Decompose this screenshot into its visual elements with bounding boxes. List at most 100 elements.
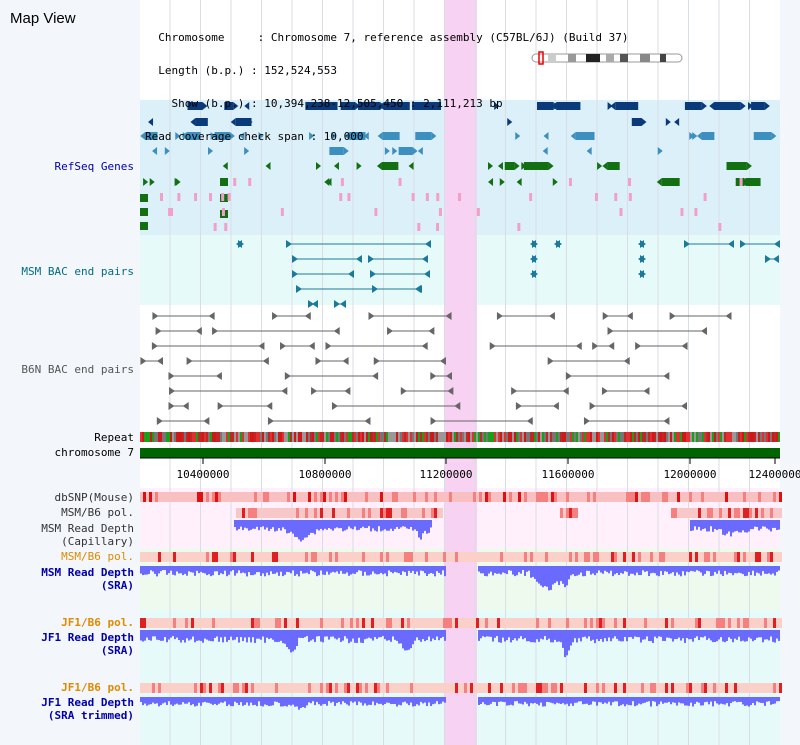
dbsnp-strip bbox=[479, 492, 482, 502]
capillary-depth-bar bbox=[316, 520, 318, 530]
msm-b6-pol-strip-2 bbox=[326, 552, 329, 562]
track-label-msm-bac[interactable]: MSM BAC end pairs bbox=[21, 265, 134, 278]
jf1-sra-depth-bar bbox=[516, 630, 518, 641]
repeat-segment bbox=[430, 432, 432, 442]
track-label-msm-b6-pol-2[interactable]: MSM/B6 pol. bbox=[61, 550, 134, 563]
track-label-jf1-b6-pol-1[interactable]: JF1/B6 pol. bbox=[61, 616, 134, 629]
dbsnp-strip bbox=[278, 492, 281, 502]
jf1-sra-depth-bar bbox=[736, 630, 738, 640]
jf1-trim-depth-bar bbox=[220, 697, 222, 703]
msm-b6-pol-strip-2 bbox=[707, 552, 710, 562]
jf1-b6-pol-strip bbox=[488, 618, 491, 628]
msm-b6-pol-strip-2 bbox=[617, 552, 620, 562]
msm-sra-depth-bar bbox=[764, 566, 766, 574]
jf1-sra-depth-bar bbox=[640, 630, 642, 643]
jf1-trim-depth-bar bbox=[568, 697, 570, 707]
msm-sra-depth-bar bbox=[422, 566, 424, 572]
jf1-trim-depth-bar bbox=[718, 697, 720, 705]
b6n-bac-pair-end bbox=[140, 357, 147, 365]
capillary-depth-bar bbox=[722, 520, 724, 535]
jf1-b6-pol-strip-2 bbox=[548, 683, 551, 693]
msm-sra-depth-bar bbox=[716, 566, 718, 574]
jf1-sra-depth-bar bbox=[370, 630, 372, 639]
jf1-trim-depth-bar bbox=[750, 697, 752, 705]
chromosome-bar bbox=[140, 448, 780, 458]
jf1-b6-pol-strip bbox=[719, 618, 722, 628]
jf1-b6-pol-strip-2 bbox=[746, 683, 749, 693]
msm-bac-pair-end bbox=[368, 255, 374, 263]
jf1-trim-depth-bar bbox=[734, 697, 736, 702]
jf1-sra-depth-bar bbox=[312, 630, 314, 640]
track-label-b6n-bac[interactable]: B6N BAC end pairs bbox=[21, 363, 134, 376]
repeat-segment bbox=[206, 432, 208, 442]
jf1-b6-pol-strip bbox=[404, 618, 407, 628]
jf1-trim-depth-bar bbox=[778, 697, 780, 702]
jf1-sra-depth-bar bbox=[208, 630, 210, 641]
jf1-sra-depth-bar bbox=[318, 630, 320, 637]
jf1-b6-pol-strip-2 bbox=[278, 683, 281, 693]
repeat-segment bbox=[366, 432, 368, 442]
repeat-segment bbox=[392, 432, 394, 442]
jf1-b6-pol-strip bbox=[665, 618, 668, 628]
jf1-sra-depth-bar bbox=[690, 630, 692, 640]
track-label-jf1-b6-pol-2[interactable]: JF1/B6 pol. bbox=[61, 681, 134, 694]
jf1-b6-pol-strip-2 bbox=[152, 683, 155, 693]
jf1-b6-pol-strip-2 bbox=[326, 683, 329, 693]
repeat-segment bbox=[522, 432, 524, 442]
dbsnp-strip bbox=[644, 492, 647, 502]
repeat-segment bbox=[624, 432, 626, 442]
jf1-b6-pol-strip-2 bbox=[569, 683, 572, 693]
msm-b6-pol-strip bbox=[251, 508, 254, 518]
jf1-trim-depth-bar bbox=[586, 697, 588, 704]
jf1-b6-pol-strip-2 bbox=[572, 683, 575, 693]
jf1-trim-depth-bar bbox=[518, 697, 520, 704]
jf1-b6-pol-strip bbox=[383, 618, 386, 628]
dbsnp-strip bbox=[581, 492, 584, 502]
jf1-sra-depth-bar bbox=[616, 630, 618, 639]
jf1-b6-pol-strip bbox=[539, 618, 542, 628]
msm-b6-pol-strip bbox=[737, 508, 740, 518]
jf1-b6-pol-strip-2 bbox=[329, 683, 332, 693]
jf1-trim-depth-bar bbox=[218, 697, 220, 704]
msm-sra-depth-bar bbox=[478, 566, 480, 572]
jf1-sra-depth-bar bbox=[588, 630, 590, 637]
msm-b6-pol-strip-2 bbox=[494, 552, 497, 562]
jf1-sra-depth-bar bbox=[730, 630, 732, 639]
jf1-b6-pol-strip bbox=[257, 618, 260, 628]
jf1-trim-depth-bar bbox=[144, 697, 146, 704]
jf1-trim-depth-bar bbox=[240, 697, 242, 703]
jf1-b6-pol-strip-2 bbox=[704, 683, 707, 693]
gene-arrow bbox=[657, 147, 663, 155]
repeat-segment bbox=[278, 432, 280, 442]
gene-feature bbox=[701, 132, 715, 140]
track-label-msm-depth-sra-1[interactable]: MSM Read Depth bbox=[41, 566, 134, 579]
track-label-dbsnp[interactable]: dbSNP(Mouse) bbox=[54, 491, 134, 504]
msm-b6-pol-strip-2 bbox=[518, 552, 521, 562]
repeat-segment bbox=[772, 432, 774, 442]
jf1-trim-depth-bar bbox=[632, 697, 634, 702]
track-label-msm-depth-cap-1[interactable]: MSM Read Depth bbox=[41, 522, 134, 535]
track-label-msm-b6-pol-1[interactable]: MSM/B6 pol. bbox=[61, 506, 134, 519]
jf1-b6-pol-strip bbox=[647, 618, 650, 628]
track-label-refseq-genes[interactable]: RefSeq Genes bbox=[54, 160, 134, 173]
jf1-b6-pol-strip-2 bbox=[743, 683, 746, 693]
repeat-segment bbox=[400, 432, 402, 442]
msm-sra-depth-bar bbox=[648, 566, 650, 577]
msm-b6-pol-strip bbox=[350, 508, 353, 518]
repeat-segment bbox=[592, 432, 594, 442]
jf1-trim-depth-bar bbox=[214, 697, 216, 704]
track-label-jf1-depth-sra-1[interactable]: JF1 Read Depth bbox=[41, 631, 134, 644]
jf1-b6-pol-strip bbox=[236, 618, 239, 628]
track-label-chromosome: chromosome 7 bbox=[54, 446, 134, 459]
gene-arrow bbox=[641, 118, 647, 126]
msm-sra-depth-bar bbox=[256, 566, 258, 573]
dbsnp-strip bbox=[317, 492, 320, 502]
msm-b6-pol-strip-2 bbox=[269, 552, 272, 562]
repeat-segment bbox=[644, 432, 646, 442]
jf1-sra-depth-bar bbox=[426, 630, 428, 641]
track-label-jf1-depth-trim-1[interactable]: JF1 Read Depth bbox=[41, 696, 134, 709]
repeat-segment bbox=[212, 432, 214, 442]
repeat-segment bbox=[646, 432, 648, 442]
repeat-segment bbox=[536, 432, 538, 442]
